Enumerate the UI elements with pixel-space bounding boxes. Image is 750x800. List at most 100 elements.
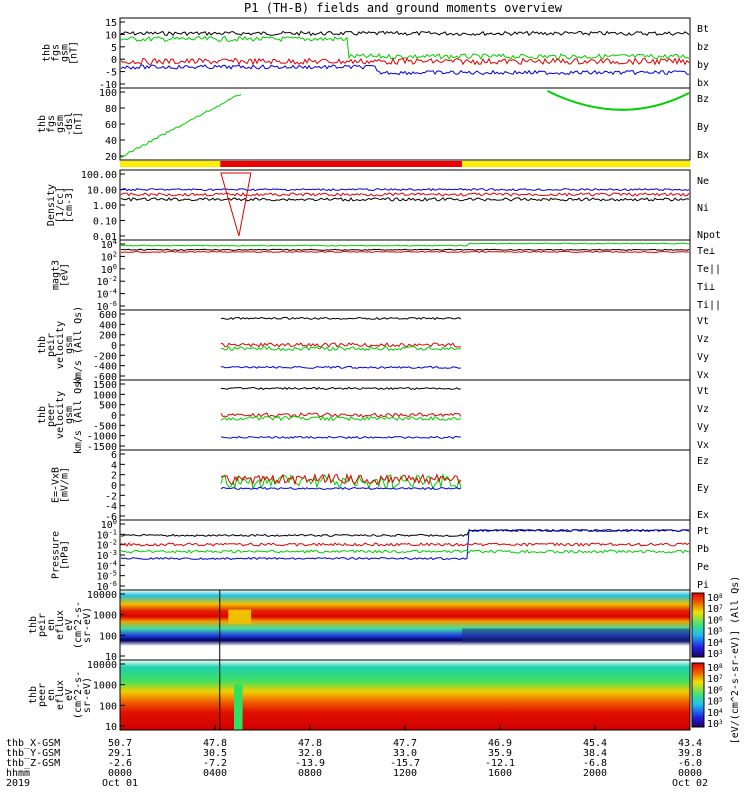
legend-efield-0: Ez <box>697 456 709 467</box>
legend-peir_vel-1: Vz <box>697 334 709 345</box>
ytick-label-peir_flux-2: 100 <box>99 631 117 642</box>
panel-peer_flux: 10000 1000 100 10 thbpeerenefluxeV(cm^2-s-sr… <box>28 659 691 733</box>
ytick-label-peir_vel-4: -200 <box>93 351 117 362</box>
legend-fgs_dsl-1: By <box>697 122 709 133</box>
legend-density-2: Npot <box>697 230 721 241</box>
panel-frame-density <box>119 169 691 241</box>
ytick-label-efield-0: 6 <box>111 450 117 461</box>
ylabel-temp: magt3[eV] <box>51 260 71 290</box>
ytick-label-efield-5: -4 <box>105 502 117 513</box>
colorbar-tick-0-1: 107 <box>707 604 723 615</box>
ylabel-line-efield-1: [mV/m] <box>60 467 71 503</box>
legend-density-0: Ne <box>697 176 709 187</box>
xaxis-value-1-6: 39.8 <box>678 748 702 759</box>
legend-peer_vel-2: Vy <box>697 422 709 433</box>
trace-pe <box>120 549 690 554</box>
ylabel-line-peer_flux-4: eV <box>64 689 75 701</box>
ytick-label-density-3: 0.10 <box>93 217 117 228</box>
time-axis: thb_X-GSM 50.7 47.8 47.8 47.7 46.9 45.4 43.4 thb… <box>6 725 708 789</box>
ytick-label-peer_flux-1: 1000 <box>93 681 117 692</box>
ylabel-line-peer_flux-2: en <box>46 689 57 701</box>
ylabel-line-peer_vel-3: gsm <box>64 406 75 424</box>
ytick-label-fgs_dsl-4: 20 <box>105 152 117 163</box>
ytick-label-fgs-3: 0 <box>111 55 117 66</box>
xaxis-value-3-5: 2000 <box>583 768 607 779</box>
ylabel-line-peer_vel-1: peer <box>46 403 57 427</box>
xaxis-row-label-0: thb_X-GSM <box>6 738 60 749</box>
ylabel-line-peer_flux-1: peer <box>37 683 48 707</box>
ytick-label-peir_vel-5: -400 <box>93 362 117 373</box>
ylabel-line-density-0: Density <box>46 184 57 226</box>
ytick-label-peer_vel-0: 1500 <box>93 380 117 391</box>
panel-peer_vel: 150010005000-500-1000-1500thbpeervelocit… <box>37 376 709 454</box>
xaxis-date-end: Oct 02 <box>672 778 708 789</box>
spectrogram-lowflux-band <box>462 628 690 643</box>
ylabel-line-fgs-3: [nT] <box>69 41 80 65</box>
trace-ex <box>220 486 462 491</box>
ytick-label-pressure-6: 10-6 <box>97 580 117 593</box>
ylabel-density: Density[1/cc][cm-3] <box>46 184 75 226</box>
ytick-label-temp-2: 100 <box>101 263 117 276</box>
legend-peer_vel-3: Vx <box>697 440 709 451</box>
trace-vy <box>220 415 461 422</box>
xaxis-value-1-2: 32.0 <box>298 748 322 759</box>
xaxis-value-1-5: 38.4 <box>583 748 607 759</box>
trace-by <box>120 35 690 61</box>
trace-vt <box>220 316 462 321</box>
legend-pressure-0: Pt <box>697 526 709 537</box>
ylabel-line-peir_flux-4: eV <box>64 619 75 631</box>
legend-fgs-2: by <box>697 60 709 71</box>
xaxis-value-2-4: -12.1 <box>485 758 515 769</box>
panel-frame-temp <box>119 239 691 311</box>
ytick-label-peer_vel-5: -1000 <box>87 432 117 443</box>
legend-pressure-2: Pe <box>697 562 709 573</box>
ytick-label-fgs_dsl-0: 100 <box>99 88 117 99</box>
ytick-label-fgs-4: -5 <box>105 68 117 79</box>
trace-pb <box>120 542 690 547</box>
trace-teperp <box>120 250 690 253</box>
plot-title: P1 (TH-B) fields and ground moments over… <box>244 1 563 15</box>
ytick-label-peir_flux-1: 1000 <box>93 611 117 622</box>
trace-By-dsl-arc <box>547 90 690 111</box>
legend-pressure-1: Pb <box>697 544 709 555</box>
colorbar-tick-1-4: 104 <box>707 708 723 719</box>
ylabel-line-peer_flux-3: eflux <box>55 680 66 710</box>
legend-temp-2: Ti⊥ <box>697 282 715 293</box>
ytick-label-density-1: 10.00 <box>87 186 117 197</box>
ytick-label-peir_vel-6: -600 <box>93 372 117 383</box>
legend-temp-3: Ti|| <box>697 300 721 311</box>
ylabel-line-fgs-1: fgs <box>51 44 62 62</box>
xaxis-value-2-3: -15.7 <box>390 758 420 769</box>
xaxis-value-2-2: -13.9 <box>295 758 325 769</box>
ylabel-line-fgs-0: thb <box>42 44 53 62</box>
ytick-label-pressure-4: 10-4 <box>97 559 117 572</box>
trace-pi <box>120 528 690 561</box>
ytick-label-peir_flux-0: 10000 <box>87 590 117 601</box>
legend-peir_vel-0: Vt <box>697 316 709 327</box>
panel-frame-fgs <box>119 17 691 89</box>
ylabel-line-fgs_dsl-0: thb <box>37 115 48 133</box>
panel-frame-fgs_dsl <box>119 87 691 161</box>
trace-vt <box>220 386 462 391</box>
ylabel-line-peer_vel-2: velocity <box>55 391 66 439</box>
trace-vz <box>220 342 461 348</box>
trace-ni <box>120 197 690 202</box>
ytick-label-pressure-1: 10-1 <box>97 528 117 541</box>
spectrogram-feature <box>234 684 243 730</box>
xaxis-value-0-6: 43.4 <box>678 738 702 749</box>
trace-vx <box>220 435 461 440</box>
ytick-label-efield-6: -6 <box>105 512 117 523</box>
colorbar-tick-0-5: 103 <box>707 649 723 660</box>
colorbar-tick-1-0: 108 <box>707 663 723 674</box>
ytick-label-fgs_dsl-2: 60 <box>105 120 117 131</box>
panels: 151050-5-10thbfgsgsm[nT]Btbzbybx10080604… <box>28 17 741 744</box>
legend-density-1: Ni <box>697 203 709 214</box>
ytick-label-peer_vel-2: 500 <box>99 401 117 412</box>
